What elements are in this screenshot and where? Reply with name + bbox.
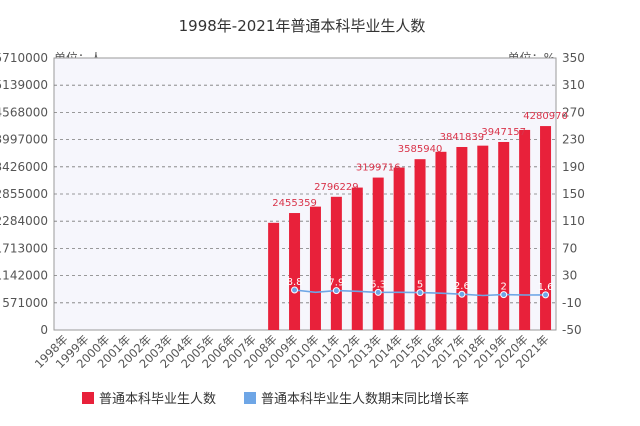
left-tick-label: 2284000 (0, 214, 48, 228)
bar-data-label: 3947157 (481, 127, 526, 138)
left-axis-ticks: 0 571000 1142000 1713000 2284000 2855000 34260… (0, 51, 48, 337)
bar (289, 213, 301, 330)
bar (519, 129, 531, 330)
line-data-label: 1.6 (538, 282, 554, 293)
line-point (458, 290, 466, 298)
line-point (542, 291, 550, 299)
bar (330, 196, 342, 330)
bar (309, 206, 321, 330)
right-tick-label: -10 (562, 296, 582, 310)
line-data-label: 5.3 (370, 279, 386, 290)
right-tick-label: -50 (562, 323, 582, 337)
bar-data-labels: 2455359 2796229 3199716 3585940384183939471… (272, 111, 568, 209)
right-tick-label: 70 (562, 241, 577, 255)
left-tick-label: 5710000 (0, 51, 48, 65)
line-point (332, 287, 340, 295)
line-data-label: 2 (501, 282, 507, 293)
bar (414, 159, 426, 330)
right-tick-label: 230 (562, 133, 585, 147)
left-tick-label: 571000 (2, 296, 48, 310)
bar-data-label: 3199716 (356, 163, 401, 174)
line-data-label: 2.6 (454, 281, 470, 292)
line-data-label: 8.8 (287, 277, 303, 288)
bar-data-label: 4280970 (523, 111, 568, 122)
left-tick-label: 3997000 (0, 133, 48, 147)
right-tick-label: 150 (562, 187, 585, 201)
left-tick-label: 1142000 (0, 269, 48, 283)
plot-area (53, 57, 557, 331)
bar (456, 146, 468, 330)
line-data-label: 5 (417, 280, 423, 291)
legend[interactable]: 普通本科毕业生人数 普通本科毕业生人数期末同比增长率 (82, 391, 469, 407)
right-tick-label: 190 (562, 160, 585, 174)
right-tick-label: 310 (562, 78, 585, 92)
left-tick-label: 2855000 (0, 187, 48, 201)
bar-data-label: 2455359 (272, 198, 317, 209)
left-tick-label: 1713000 (0, 241, 48, 255)
bar (351, 187, 363, 330)
legend-swatch-line (244, 392, 256, 404)
bar-data-label: 3841839 (440, 132, 485, 143)
right-axis-ticks: -50 -10 30 70 110 150 190 230 270 310 350 (562, 51, 585, 337)
right-tick-label: 30 (562, 269, 577, 283)
right-tick-label: 350 (562, 51, 585, 65)
right-tick-label: 110 (562, 214, 585, 228)
right-tick-label: 270 (562, 105, 585, 119)
line-point (416, 289, 424, 297)
bar (540, 126, 552, 331)
x-axis-ticks: 1998年1999年2000年2001年2002年2003年2004年2005年… (32, 332, 552, 371)
left-tick-label: 5139000 (0, 78, 48, 92)
bar-series (268, 126, 552, 331)
line-point (374, 288, 382, 296)
left-tick-label: 0 (40, 323, 48, 337)
legend-swatch-bars (82, 392, 94, 404)
bar (372, 177, 384, 330)
line-data-label: 7.9 (328, 278, 344, 289)
bar (477, 145, 489, 330)
line-point (291, 286, 299, 294)
left-tick-label: 4568000 (0, 105, 48, 119)
line-point (500, 291, 508, 299)
legend-label-line: 普通本科毕业生人数期末同比增长率 (261, 391, 469, 407)
bar (268, 222, 280, 330)
left-tick-label: 3426000 (0, 160, 48, 174)
line-series: 8.8 7.9 5.3 5 2.6 2 1.6 (287, 277, 554, 299)
chart-title: 1998年-2021年普通本科毕业生人数 (179, 17, 426, 35)
bar-data-label: 2796229 (314, 182, 359, 193)
legend-label-bars: 普通本科毕业生人数 (99, 392, 216, 407)
bar (393, 167, 405, 330)
bar (435, 151, 447, 330)
bar (498, 141, 510, 330)
bar-data-label: 3585940 (398, 144, 443, 155)
